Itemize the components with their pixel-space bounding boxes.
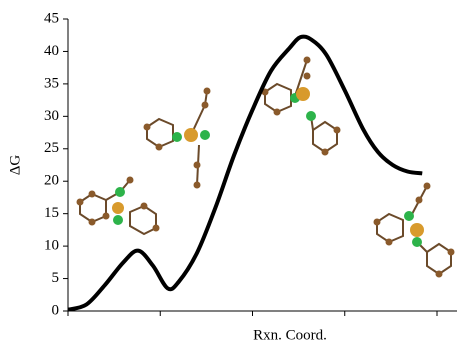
y-tick-label: 45 — [44, 10, 59, 26]
y-axis-label: ΔG — [7, 155, 23, 176]
line — [68, 37, 422, 310]
molecule — [262, 57, 341, 156]
y-tick-label: 40 — [44, 43, 59, 59]
y-tick-label: 10 — [44, 238, 59, 254]
molecule — [144, 88, 211, 189]
y-tick-label: 15 — [44, 205, 59, 221]
y-tick-label: 25 — [44, 140, 59, 156]
chart: ΔG Rxn. Coord. 0 5 10 — [0, 0, 465, 344]
y-tick-label: 30 — [44, 108, 59, 124]
y-tick-label: 20 — [44, 173, 59, 189]
y-tick-label: 0 — [52, 302, 60, 318]
y-tick-label: 5 — [52, 270, 60, 286]
x-axis-label: Rxn. Coord. — [253, 327, 327, 343]
molecule — [77, 177, 160, 235]
y-tick-label: 35 — [44, 75, 59, 91]
molecule — [374, 183, 455, 278]
